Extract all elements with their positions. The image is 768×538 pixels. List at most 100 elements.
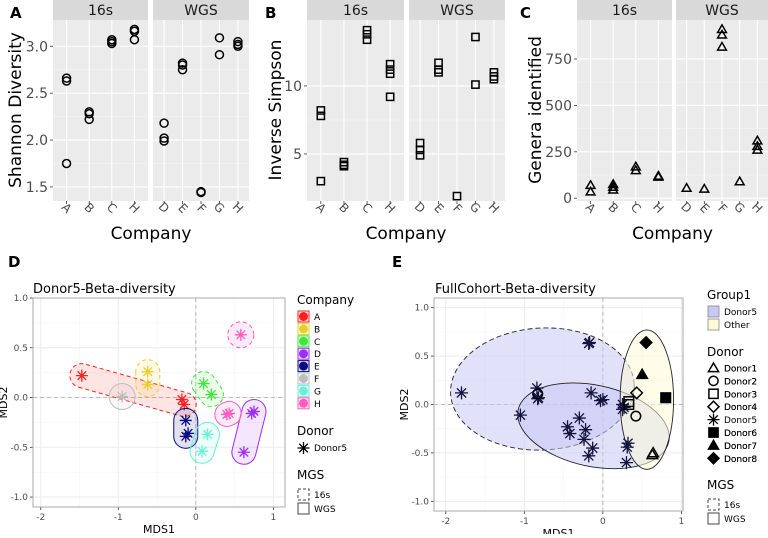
asterisk-stroke [454, 386, 468, 400]
legend-label: Donor5 [314, 444, 347, 454]
x-tick-label: H [650, 200, 666, 216]
legend-label: Donor5 [724, 416, 757, 426]
group-g-wgs [189, 421, 220, 464]
group-c-16s [191, 371, 224, 408]
plot-background [577, 20, 672, 201]
asterisk-stroke [297, 442, 310, 454]
x-tick-label: E [431, 201, 446, 216]
data-point [214, 33, 225, 43]
plot-background [307, 20, 404, 201]
x-tick-label: F [194, 201, 209, 216]
data-point [362, 29, 372, 39]
legend-series-label: Donor1 [724, 365, 757, 375]
facet-16s: 16s A B C H [577, 0, 672, 217]
legend-label: Donor7 [724, 442, 757, 452]
legend-dot [299, 312, 308, 321]
legend-label: Donor5 [724, 308, 757, 318]
data-point [159, 136, 169, 146]
asterisk-stroke [594, 394, 608, 408]
legend-key-donor7 [707, 438, 720, 450]
asterisk-stroke [621, 436, 635, 450]
data-point [513, 408, 527, 422]
y-tick-label: -1.0 [411, 497, 429, 507]
x-tick-label: A [313, 200, 329, 216]
data-point [159, 133, 169, 143]
asterisk-stroke [179, 414, 192, 427]
data-point [129, 34, 140, 45]
data-point [141, 378, 154, 391]
y-axis-title: Genera identified [526, 36, 546, 184]
data-point [621, 436, 635, 450]
data-point [751, 144, 764, 154]
data-point [607, 183, 619, 194]
asterisk-stroke [245, 407, 258, 420]
data-point [61, 73, 72, 83]
data-point [532, 388, 544, 400]
asterisk-stroke [223, 407, 236, 420]
asterisk-stroke [75, 369, 88, 382]
x-tick-label: G [467, 199, 483, 215]
x-axis-title: MDS1 [543, 527, 575, 534]
facet-strip [409, 0, 505, 20]
legend-series-label: Donor6 [724, 429, 757, 439]
x-tick-label: C [104, 200, 120, 216]
facet-16s: 16s A B C H [53, 0, 148, 217]
asterisk-stroke [707, 413, 720, 426]
panel-d: D Donor5-Beta-diversity -2 -1 0 1 -1.0 -0.5 0.0 0… [0, 253, 354, 536]
data-point [75, 369, 88, 382]
x-tick-label: -1 [520, 517, 529, 527]
asterisk-stroke [530, 381, 544, 395]
legend-dot [299, 324, 308, 334]
data-point [205, 388, 218, 401]
points-donor8 [639, 335, 653, 350]
y-tick-label: 0.5 [415, 352, 429, 362]
asterisk-stroke [586, 441, 600, 455]
data-point [698, 183, 711, 193]
data-point [660, 392, 672, 404]
asterisk-stroke [620, 440, 634, 454]
x-tick-label: H [230, 200, 246, 216]
y-tick-label: 0.0 [415, 401, 430, 411]
points-donor6 [660, 392, 672, 404]
x-tick-label: B [605, 200, 621, 216]
facet-16s: 16s A B C H [307, 0, 404, 217]
data-point [652, 170, 665, 181]
x-tick-label: B [336, 200, 352, 216]
data-point [179, 414, 192, 427]
data-point [175, 393, 188, 406]
y-axis-title: MDS2 [398, 389, 411, 421]
x-tick-label: H [126, 200, 142, 216]
legend-title-mgs: MGS [707, 478, 734, 492]
data-point [159, 118, 169, 128]
data-point [141, 365, 154, 378]
data-point [177, 60, 188, 70]
facet-strip [676, 0, 768, 20]
points-donor7 [635, 367, 649, 380]
data-point [586, 441, 600, 455]
plot-title: FullCohort-Beta-diversity [435, 282, 596, 297]
y-tick-label: 1.0 [415, 304, 430, 314]
asterisk-stroke [583, 336, 597, 350]
x-tick-label: H [382, 200, 398, 216]
data-point [316, 176, 326, 186]
asterisk-stroke [179, 430, 192, 443]
legend-label: F [314, 375, 319, 385]
legend-key-16s [707, 498, 720, 511]
plot-frame [32, 297, 286, 508]
data-point [639, 335, 653, 350]
legend-label: H [314, 400, 321, 410]
data-point [362, 35, 372, 45]
legend-dot [299, 336, 308, 346]
legend-label: Donor6 [724, 429, 757, 439]
data-point [584, 185, 597, 196]
x-tick-label: G [731, 199, 747, 215]
data-point [201, 428, 214, 441]
hull [189, 421, 220, 464]
asterisk-stroke [582, 449, 596, 463]
y-axis-title: MDS2 [0, 387, 10, 419]
data-point [233, 36, 243, 47]
y-axis-title: Shannon Diversity [6, 32, 26, 188]
x-axis-title: Company [111, 224, 192, 244]
x-tick-label: E [175, 201, 190, 216]
